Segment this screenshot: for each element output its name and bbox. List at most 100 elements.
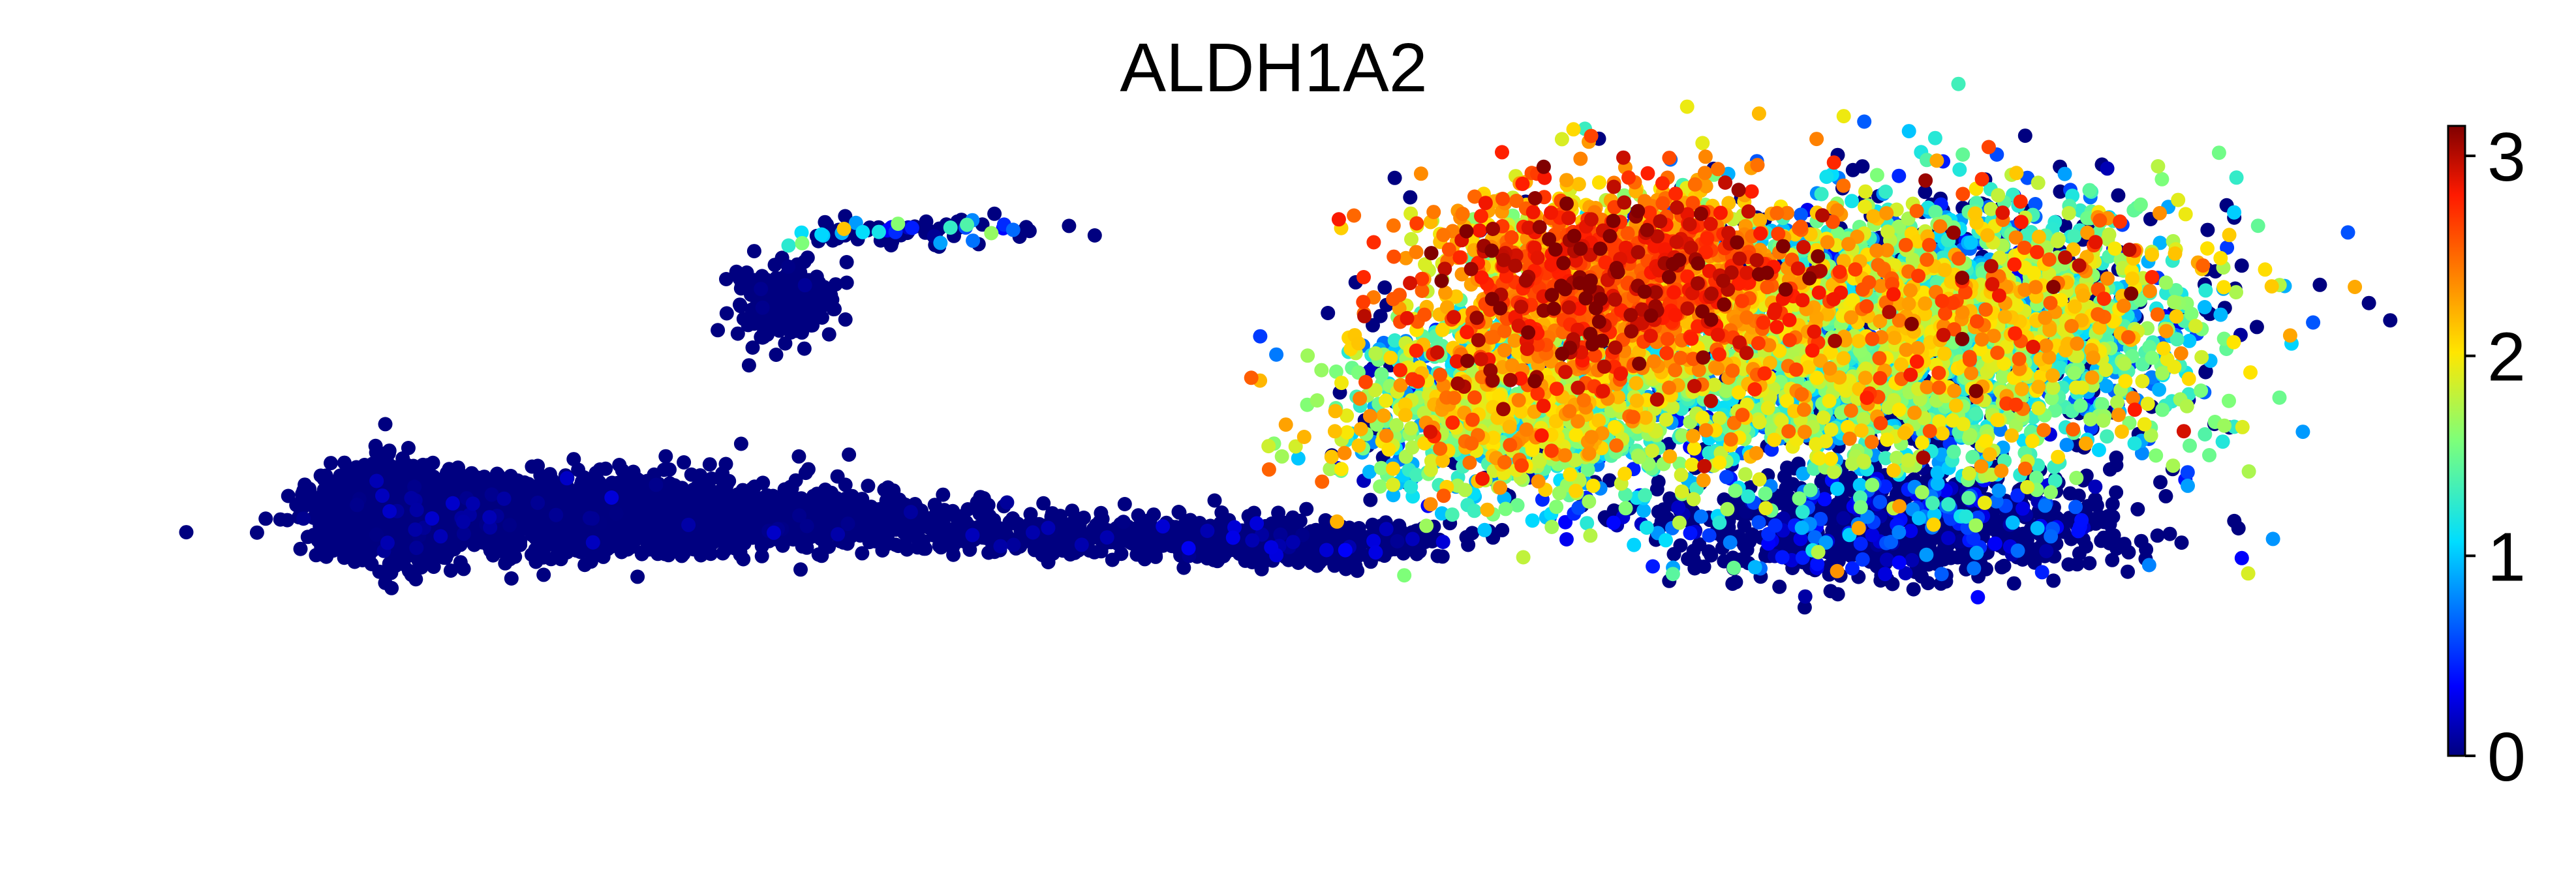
scatter-point: [936, 487, 951, 502]
scatter-point: [786, 532, 801, 547]
scatter-point: [795, 325, 809, 340]
scatter-point: [821, 327, 836, 342]
scatter-points: [179, 76, 2398, 615]
scatter-point: [882, 503, 897, 518]
scatter-point: [732, 297, 747, 312]
scatter-point: [1146, 507, 1161, 522]
scatter-point: [355, 553, 370, 567]
scatter-point: [1855, 159, 1870, 174]
scatter-point: [384, 580, 399, 595]
scatter-point: [746, 244, 761, 259]
scatter-point: [612, 458, 627, 472]
scatter-point: [330, 522, 345, 537]
scatter-point: [467, 537, 482, 552]
scatter-point: [630, 569, 645, 584]
scatter-point: [718, 510, 733, 525]
scatter-point: [368, 438, 383, 453]
scatter-point: [793, 562, 808, 577]
scatter-point: [571, 495, 586, 510]
scatter-point: [1036, 496, 1051, 511]
scatter-point: [677, 455, 692, 470]
scatter-point: [553, 552, 568, 567]
scatter-point: [368, 460, 383, 475]
scatter-point: [690, 498, 705, 513]
scatter-point: [746, 316, 761, 331]
scatter-point: [741, 358, 756, 373]
scatter-point: [589, 472, 604, 487]
scatter-point: [946, 547, 961, 562]
scatter-point: [729, 264, 744, 279]
scatter-point: [496, 478, 511, 493]
scatter-point: [814, 530, 829, 545]
scatter-point: [547, 536, 562, 551]
scatter-point: [888, 537, 903, 552]
scatter-point: [442, 462, 457, 477]
scatter-point: [828, 277, 843, 292]
scatter-point: [877, 483, 892, 498]
scatter-point: [1087, 228, 1102, 243]
scatter-point: [456, 561, 471, 576]
scatter-point: [1174, 524, 1189, 539]
scatter-point: [882, 524, 897, 539]
scatter-point: [709, 524, 724, 539]
scatter-point: [557, 522, 572, 537]
scatter-point: [984, 523, 999, 538]
scatter-point: [830, 469, 845, 484]
scatter-point: [839, 255, 854, 269]
scatter-point: [1312, 556, 1326, 570]
scatter-point: [258, 511, 273, 526]
scatter-point: [1146, 539, 1161, 554]
scatter-point: [694, 528, 709, 543]
scatter-point: [314, 539, 329, 554]
scatter-point: [2383, 313, 2398, 328]
scatter-point: [771, 283, 786, 298]
scatter-point: [912, 518, 927, 533]
scatter-point: [745, 340, 760, 355]
scatter-point: [624, 539, 639, 554]
scatter-point: [382, 469, 397, 484]
scatter-point: [369, 500, 384, 515]
scatter-point: [929, 505, 944, 520]
scatter-point: [324, 456, 338, 471]
scatter-point: [659, 525, 674, 540]
scatter-point: [818, 482, 833, 497]
scatter-point: [733, 281, 748, 296]
scatter-point: [962, 542, 977, 557]
scatter-point: [293, 541, 308, 556]
scatter-point: [932, 538, 947, 553]
scatter-point: [1430, 548, 1445, 563]
scatter-point: [273, 512, 288, 527]
scatter-point: [752, 503, 766, 518]
scatter-point: [711, 323, 726, 338]
scatter-point: [438, 512, 453, 527]
scatter-point: [671, 498, 686, 513]
scatter-point: [438, 483, 453, 498]
scatter-point: [408, 572, 423, 587]
scatter-point: [1094, 505, 1109, 520]
chart-title: ALDH1A2: [1120, 29, 1427, 106]
scatter-point: [2312, 277, 2327, 292]
scatter-point: [639, 515, 654, 530]
scatter-point: [810, 292, 825, 307]
scatter-point: [481, 538, 496, 553]
scatter-point: [945, 503, 960, 518]
scatter-point: [981, 498, 996, 513]
scatter-point: [1137, 552, 1152, 567]
scatter-point: [179, 525, 194, 540]
scatter-point: [331, 472, 346, 487]
scatter-point: [249, 525, 264, 540]
scatter-point: [801, 462, 816, 477]
scatter-point: [354, 533, 369, 548]
scatter-point: [861, 479, 876, 493]
scatter-point: [480, 473, 495, 488]
scatter-point: [1062, 218, 1077, 233]
scatter-point: [296, 483, 311, 498]
scatter-point: [777, 482, 792, 497]
scatter-point: [1461, 537, 1476, 552]
scatter-point: [2200, 222, 2215, 237]
scatter-point: [658, 449, 673, 464]
scatter-point: [1117, 497, 1132, 511]
scatter-point: [1342, 520, 1357, 535]
scatter-point: [738, 528, 753, 543]
